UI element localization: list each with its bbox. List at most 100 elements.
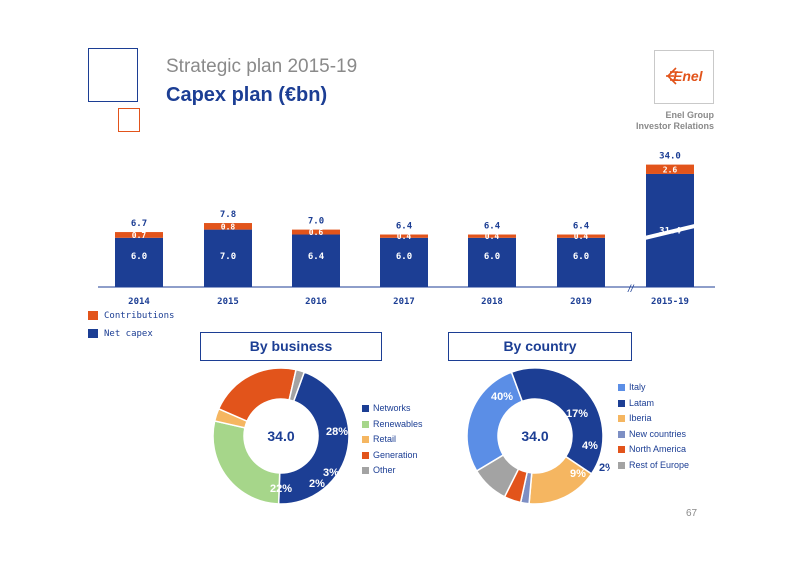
legend-label-contributions: Contributions	[104, 311, 175, 321]
page-subtitle: Capex plan (€bn)	[166, 84, 328, 106]
donut-pct-label-iberia: 17%	[566, 408, 588, 420]
legend-item-net-capex: Net capex	[88, 329, 153, 339]
x-tick-label: 2015	[217, 297, 239, 307]
group-line-1: Enel Group	[665, 110, 714, 120]
bar-net-capex	[468, 237, 516, 287]
legend-swatch-contributions	[88, 311, 98, 320]
legend-label-other: Other	[373, 465, 396, 475]
enel-logo: Enel	[654, 50, 714, 104]
legend-swatch-retail	[362, 436, 369, 444]
page-number: 67	[686, 508, 698, 519]
by-business-header: By business	[200, 332, 382, 361]
bar-label-net-capex: 6.0	[573, 252, 589, 262]
bar-label-contributions: 0.4	[397, 232, 412, 241]
legend-item-renewables: Renewables	[362, 417, 423, 433]
legend-item-other: Other	[362, 463, 423, 479]
bar-contributions	[380, 234, 428, 238]
legend-swatch-latam	[618, 399, 625, 407]
legend-label-generation: Generation	[373, 449, 418, 460]
donut-pct-label-other: 2%	[309, 478, 325, 490]
donut-pct-label-renewables: 28%	[326, 426, 348, 438]
legend-item-rest-of-europe: Rest of Europe	[618, 458, 689, 474]
x-tick-label: 2019	[570, 297, 592, 307]
legend-item-networks: Networks	[362, 401, 423, 417]
by-business-legend: Networks Renewables Retail Generation Other	[362, 401, 423, 479]
bar-total-label: 7.0	[308, 217, 324, 227]
donut-center-label: 34.0	[521, 428, 548, 444]
donut-slice-italy	[466, 371, 524, 473]
x-tick-label: 2017	[393, 297, 415, 307]
bar-total-label: 6.4	[484, 222, 501, 232]
legend-item-iberia: Iberia	[618, 411, 689, 427]
legend-item-italy: Italy	[618, 380, 689, 396]
bar-contributions	[292, 229, 340, 235]
donut-slice-other	[288, 368, 306, 403]
donut-pct-label-latam: 40%	[491, 391, 513, 403]
bar-contributions	[204, 223, 252, 230]
donut-slice-rest-of-europe	[475, 454, 520, 498]
legend-item-new-countries: New countries	[618, 427, 689, 443]
legend-swatch-iberia	[618, 415, 625, 423]
donut-slice-networks	[277, 371, 350, 505]
donut-pct-label-north-america: 4%	[582, 440, 598, 452]
x-tick-label: 2016	[305, 297, 327, 307]
bar-net-capex	[292, 234, 340, 287]
legend-swatch-rest-of-europe	[618, 461, 625, 469]
donut-center-label: 34.0	[267, 428, 294, 444]
bar-label-contributions: 0.8	[221, 222, 236, 231]
enel-logo-text: Enel	[673, 68, 703, 84]
legend-item-contributions: Contributions	[88, 311, 174, 321]
legend-label-net-capex: Net capex	[104, 329, 153, 339]
legend-label-new-countries: New countries	[629, 428, 687, 439]
donut-slice-renewables	[212, 420, 281, 505]
bar-label-net-capex: 6.4	[308, 252, 325, 262]
bar-label-contributions: 0.4	[485, 232, 500, 241]
legend-label-latam: Latam	[629, 397, 655, 408]
group-label: Enel Group Investor Relations	[636, 110, 714, 132]
legend-swatch-networks	[362, 405, 369, 413]
decor-square-small	[118, 108, 140, 132]
bar-label-contributions: 0.6	[309, 228, 324, 237]
by-country-donut: 28%40%17%2%4%9%34.0	[466, 367, 610, 505]
bar-total-label: 6.4	[573, 222, 590, 232]
legend-label-rest-of-europe: Rest of Europe	[629, 459, 690, 470]
bar-label-contributions: 2.6	[663, 165, 678, 174]
legend-swatch-new-countries	[618, 430, 625, 438]
legend-swatch-north-america	[618, 446, 625, 454]
by-country-legend: Italy Latam Iberia New countries North Ameri…	[618, 380, 689, 473]
donut-slice-generation	[217, 367, 297, 423]
bar-total-label: 34.0	[659, 152, 681, 162]
by-country-header: By country	[448, 332, 632, 361]
bar-total-label: 7.8	[220, 210, 236, 220]
x-tick-label: 2014	[128, 297, 150, 307]
bar-total-label: 6.7	[131, 219, 147, 229]
legend-label-italy: Italy	[629, 382, 646, 392]
bar-label-net-capex: 6.0	[396, 252, 412, 262]
bar-contributions	[646, 164, 694, 174]
axis-break-mark: //	[627, 284, 635, 295]
donut-pct-label-retail: 3%	[323, 467, 339, 479]
donut-pct-label-generation: 22%	[270, 483, 292, 495]
bar-net-capex	[557, 237, 605, 287]
decor-square-large	[88, 48, 138, 102]
legend-item-generation: Generation	[362, 448, 423, 464]
legend-label-north-america: North America	[629, 444, 687, 454]
bar-net-capex	[380, 237, 428, 287]
donut-pct-label-rest-of-europe: 9%	[570, 468, 586, 480]
donut-slice-latam	[510, 367, 604, 475]
bar-label-net-capex: 6.0	[131, 252, 147, 262]
legend-label-networks: Networks	[373, 403, 411, 413]
donut-pct-label-new-countries: 2%	[599, 462, 610, 474]
legend-item-retail: Retail	[362, 432, 423, 448]
legend-swatch-net-capex	[88, 329, 98, 338]
x-tick-label: 2018	[481, 297, 503, 307]
bar-contributions	[468, 234, 516, 238]
bar-break-mark	[644, 224, 696, 240]
bar-total-label: 6.4	[396, 222, 413, 232]
by-business-donut: 45%28%3%22%2%34.0	[212, 367, 350, 505]
page-title: Strategic plan 2015-19	[166, 56, 358, 77]
legend-item-latam: Latam	[618, 396, 689, 412]
legend-swatch-renewables	[362, 420, 369, 428]
group-line-2: Investor Relations	[635, 121, 714, 131]
